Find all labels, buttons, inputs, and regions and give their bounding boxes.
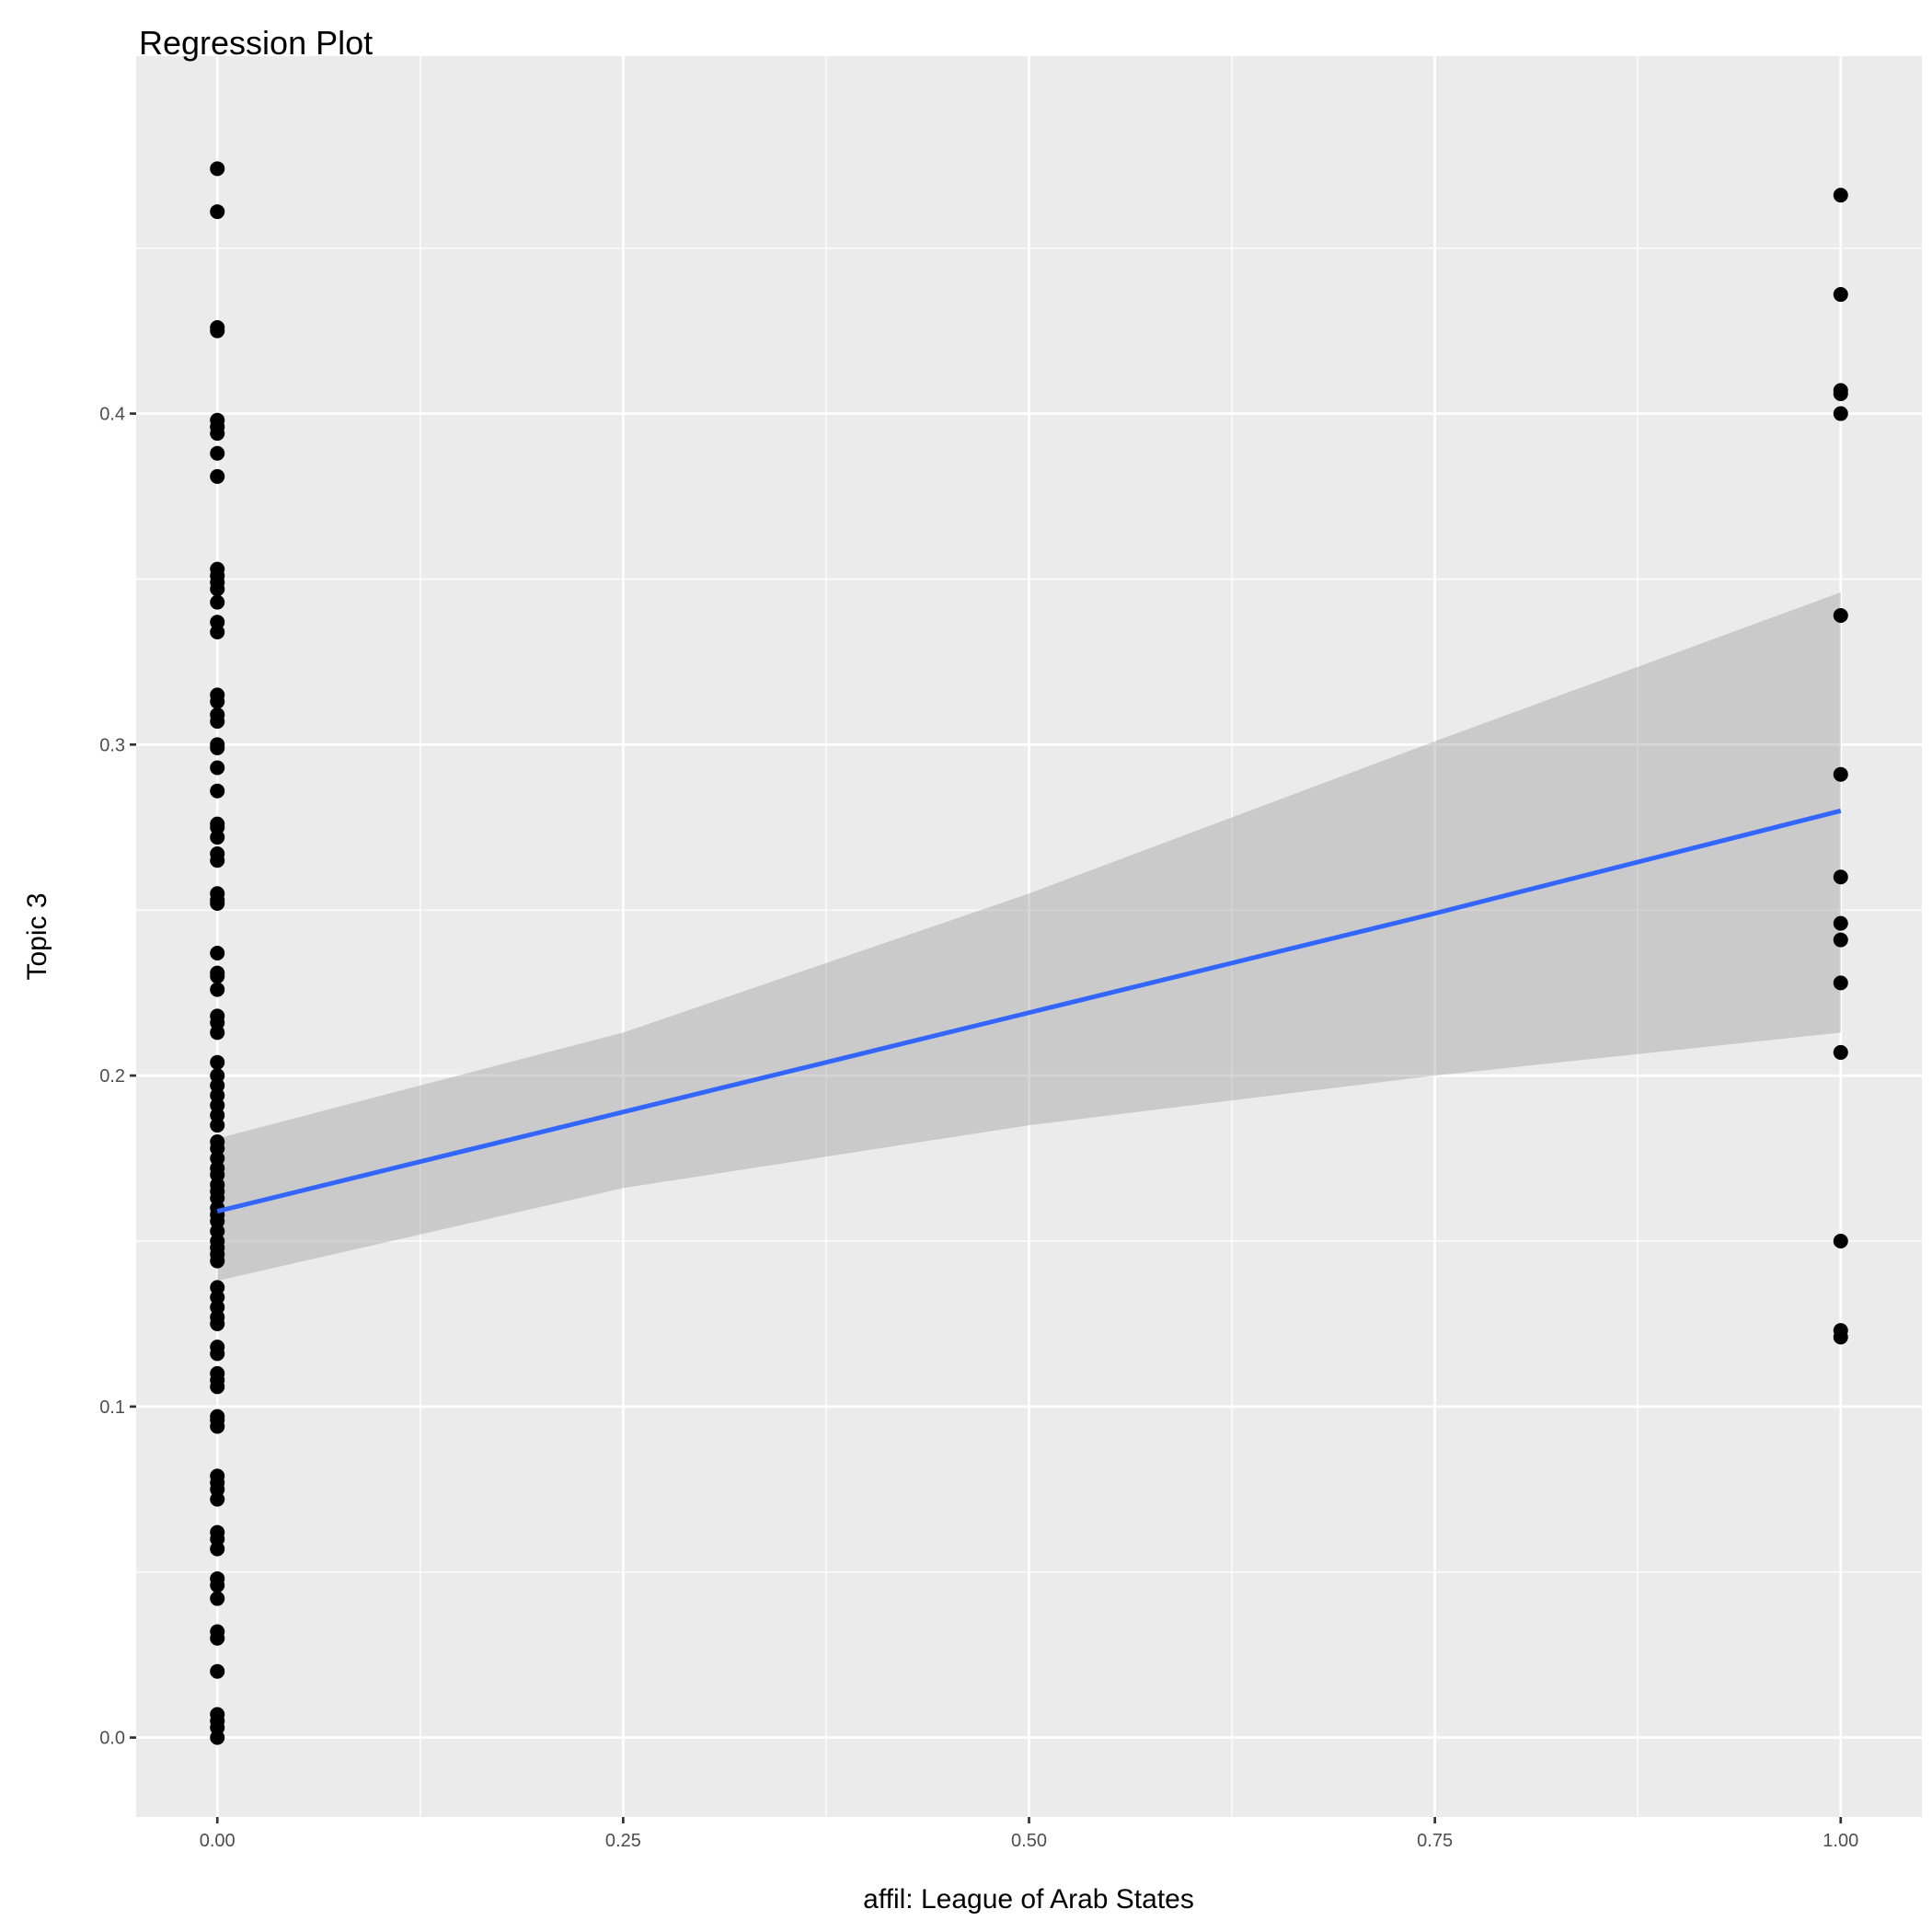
data-point — [210, 1541, 225, 1557]
axis-ticks: 0.00 0.25 0.50 0.75 1.00 0.0 0.1 0.2 0.3 0.4 — [99, 405, 1858, 1851]
y-tick-label: 0.1 — [99, 1397, 125, 1418]
data-point — [210, 1253, 225, 1269]
data-point — [210, 1346, 225, 1362]
data-point — [1833, 869, 1848, 885]
data-point — [210, 1419, 225, 1434]
data-point — [1833, 385, 1848, 401]
data-point — [210, 1630, 225, 1646]
x-tick-label: 0.50 — [1011, 1831, 1047, 1851]
data-point — [1833, 1329, 1848, 1345]
data-point — [210, 1491, 225, 1507]
data-point — [210, 1591, 225, 1606]
y-tick-label: 0.0 — [99, 1729, 125, 1749]
data-point — [1833, 188, 1848, 203]
data-point — [210, 1054, 225, 1070]
data-points — [210, 161, 1848, 1745]
data-point — [210, 445, 225, 461]
data-point — [1833, 287, 1848, 303]
data-point — [210, 1730, 225, 1745]
data-point — [210, 853, 225, 868]
data-point — [1833, 608, 1848, 624]
data-point — [210, 714, 225, 730]
data-point — [210, 468, 225, 484]
data-point — [210, 1663, 225, 1679]
y-tick-label: 0.3 — [99, 735, 125, 755]
data-point — [210, 969, 225, 984]
grid-lines — [136, 56, 1922, 1817]
x-tick-label: 0.75 — [1417, 1831, 1453, 1851]
data-point — [210, 1578, 225, 1593]
data-point — [210, 1118, 225, 1133]
data-point — [210, 694, 225, 709]
data-point — [210, 426, 225, 442]
data-point — [210, 830, 225, 845]
confidence-ribbon — [217, 592, 1841, 1282]
x-tick-label: 1.00 — [1823, 1831, 1858, 1851]
data-point — [210, 581, 225, 597]
regression-line — [216, 808, 1842, 1214]
data-point — [1833, 915, 1848, 931]
data-point — [210, 1025, 225, 1041]
data-point — [1833, 766, 1848, 782]
data-point — [210, 945, 225, 960]
data-point — [210, 896, 225, 912]
data-point — [210, 1379, 225, 1395]
data-point — [210, 323, 225, 339]
data-point — [210, 161, 225, 177]
regression-line-group — [216, 808, 1842, 1214]
data-point — [1833, 932, 1848, 948]
data-point — [210, 760, 225, 776]
y-tick-label: 0.2 — [99, 1066, 125, 1087]
data-point — [210, 594, 225, 610]
data-point — [1833, 1044, 1848, 1060]
y-tick-label: 0.4 — [99, 405, 125, 425]
data-point — [210, 982, 225, 997]
data-point — [1833, 975, 1848, 991]
chart-title: Regression Plot — [139, 24, 373, 62]
data-point — [210, 1316, 225, 1331]
data-point — [1833, 1233, 1848, 1248]
confidence-band — [217, 592, 1841, 1282]
data-point — [210, 740, 225, 755]
x-tick-label: 0.25 — [605, 1831, 641, 1851]
x-axis-label: affil: League of Arab States — [863, 1884, 1194, 1915]
y-axis-label: Topic 3 — [22, 892, 52, 980]
data-point — [210, 625, 225, 640]
data-point — [210, 204, 225, 220]
data-point — [210, 783, 225, 799]
data-point — [1833, 406, 1848, 421]
x-tick-label: 0.00 — [200, 1831, 236, 1851]
